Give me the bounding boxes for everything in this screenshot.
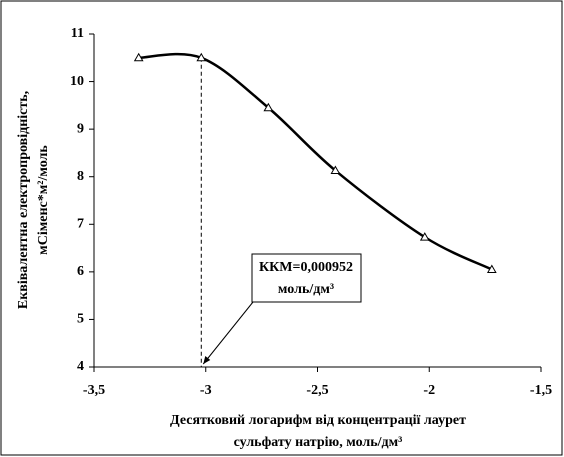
x-axis-label: сульфату натрію, моль/дм³ <box>234 435 403 450</box>
arrow-head <box>203 356 211 364</box>
x-tick-label: -3 <box>200 383 212 398</box>
y-tick-label: 7 <box>77 217 84 232</box>
annotation-box <box>251 253 362 303</box>
x-tick-label: -1,5 <box>530 383 552 398</box>
y-tick-label: 6 <box>77 264 84 279</box>
marker <box>486 264 497 273</box>
marker <box>263 102 274 112</box>
x-tick-label: -3,5 <box>83 383 105 398</box>
y-tick-label: 10 <box>70 74 84 89</box>
x-tick-label: -2 <box>423 383 435 398</box>
y-axis-label: Еквівалентна електропровідність, <box>16 91 31 309</box>
x-axis-label: Десятковий логарифм від концентрації лау… <box>170 413 466 428</box>
x-tick-label: -2,5 <box>306 383 328 398</box>
marker <box>330 165 341 175</box>
y-axis-label: мСіменс*м²/моль <box>36 145 51 255</box>
marker <box>196 52 207 62</box>
y-tick-label: 5 <box>77 312 84 327</box>
y-tick-label: 9 <box>77 121 84 136</box>
y-tick-label: 8 <box>77 169 84 184</box>
y-tick-label: 11 <box>71 26 84 41</box>
y-tick-label: 4 <box>77 359 84 374</box>
marker <box>133 52 144 62</box>
annotation-arrow <box>202 301 254 365</box>
marker <box>419 232 430 241</box>
line <box>138 52 493 271</box>
annotation-text: моль/дм³ <box>278 282 334 297</box>
annotation-text: ККМ=0,000952 <box>259 260 353 275</box>
